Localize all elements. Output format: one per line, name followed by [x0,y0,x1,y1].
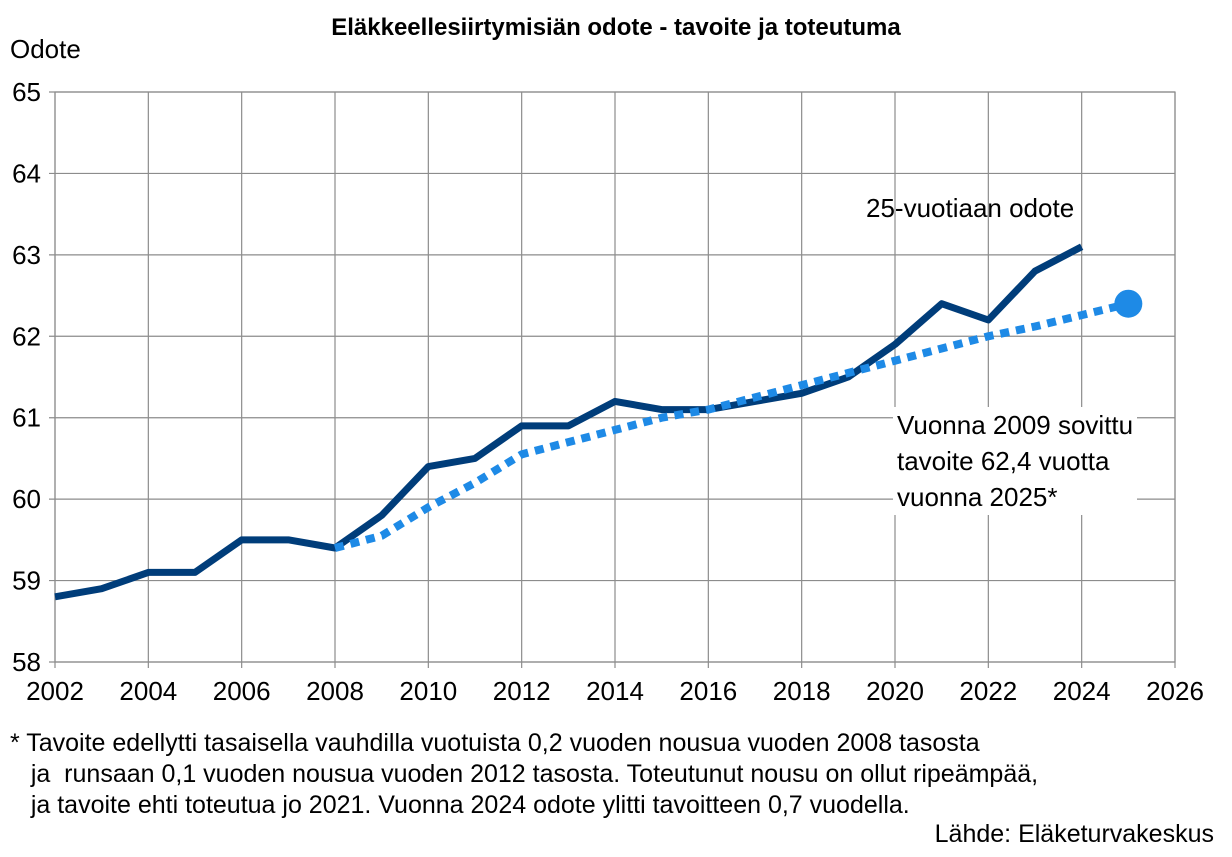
y-tick-label: 65 [12,77,41,107]
footnote-line-3: ja tavoite ehti toteutua jo 2021. Vuonna… [10,791,910,819]
x-tick-label: 2010 [399,676,457,706]
x-tick-label: 2022 [959,676,1017,706]
target-marker [1114,289,1143,318]
y-tick-label: 63 [12,240,41,270]
y-tick-label: 59 [12,566,41,596]
target-series-label: Vuonna 2009 sovittu tavoite 62,4 vuotta … [893,407,1138,515]
footnote-line-2: ja runsaan 0,1 vuoden nousua vuoden 2012… [10,760,1039,788]
x-tick-label: 2024 [1053,676,1111,706]
x-tick-label: 2012 [493,676,551,706]
x-tick-label: 2006 [213,676,271,706]
footnote-line-1: * Tavoite edellytti tasaisella vauhdilla… [10,729,980,757]
x-tick-label: 2008 [306,676,364,706]
x-tick-label: 2018 [773,676,831,706]
x-tick-label: 2004 [119,676,177,706]
y-tick-label: 62 [12,321,41,351]
y-tick-label: 60 [12,484,41,514]
actual-series-label: 25-vuotiaan odote [866,193,1075,223]
y-axis-label: Odote [10,34,81,64]
x-tick-label: 2014 [586,676,644,706]
series-line-2 [333,299,1130,552]
source-note: Lähde: Eläketurvakeskus [934,820,1214,848]
series-line-1 [54,243,1084,601]
x-tick-label: 2016 [679,676,737,706]
x-tick-label: 2020 [866,676,924,706]
y-tick-label: 58 [12,647,41,677]
x-tick-label: 2002 [26,676,84,706]
x-tick-label: 2026 [1146,676,1204,706]
y-tick-label: 61 [12,403,41,433]
footnote: * Tavoite edellytti tasaisella vauhdilla… [10,728,1038,821]
chart-title: Eläkkeellesiirtymisiän odote - tavoite j… [331,14,901,41]
y-tick-label: 64 [12,158,41,188]
